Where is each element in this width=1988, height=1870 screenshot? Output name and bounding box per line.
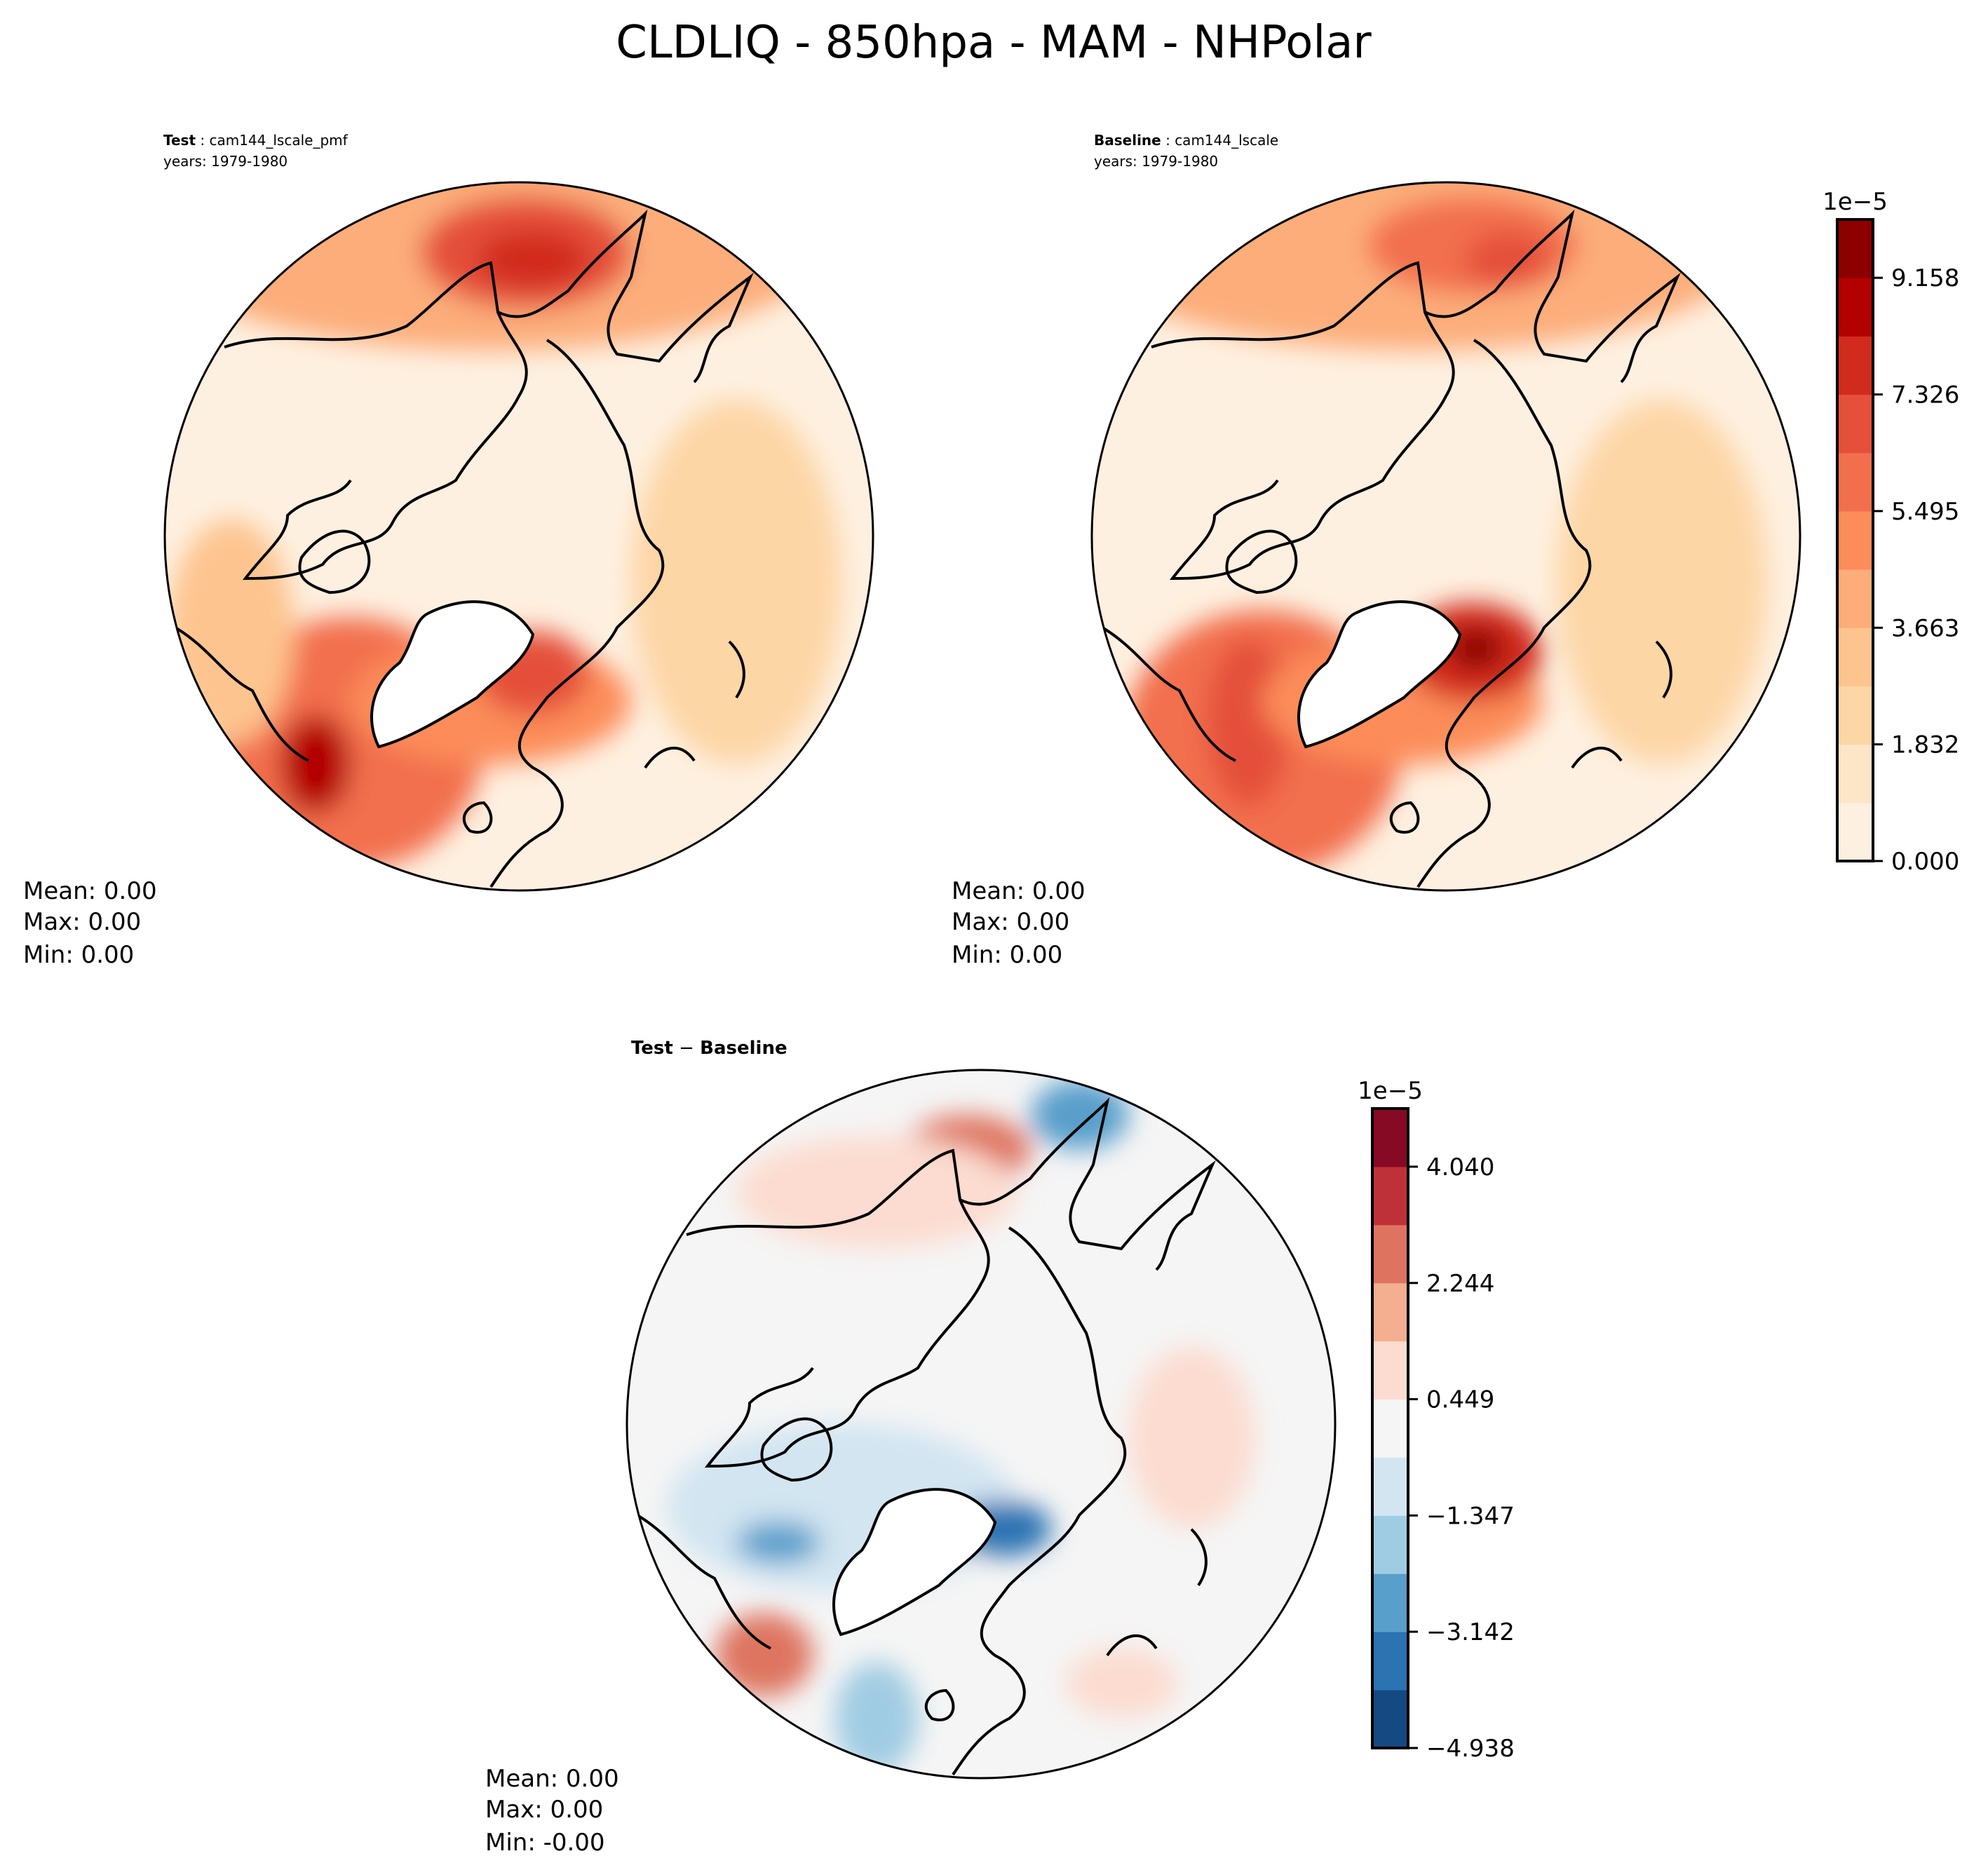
colorbar-band [1837,686,1873,745]
panel-test: Test : cam144_lscale_pmf years: 1979-198… [23,132,874,969]
colorbar-offset-label: 1e−5 [1358,1077,1423,1105]
colorbar-band [1372,1573,1408,1632]
colorbar-band [1372,1515,1408,1574]
colorbar-band [1372,1109,1408,1167]
colorbar-band [1837,394,1873,454]
stat-min: Min: -0.00 [485,1829,605,1857]
colorbar-band [1837,219,1873,278]
stat-max: Max: 0.00 [485,1796,603,1824]
panel-baseline: Baseline : cam144_lscale years: 1979-198… [952,132,1801,969]
map-field [165,182,873,890]
colorbar-band [1372,1632,1408,1691]
colorbar-tick-label: 5.495 [1891,498,1959,526]
colorbar-band [1837,628,1873,686]
colorbar-band [1837,336,1873,395]
colorbar-band [1837,510,1873,570]
colorbar-band [1837,452,1873,512]
colorbar-band [1372,1399,1408,1458]
stat-mean: Mean: 0.00 [23,877,157,905]
panel-difference: Test − Baseline Mean: 0.00 Max: 0.00 Min… [485,1038,1337,1857]
stat-max: Max: 0.00 [23,908,141,936]
stat-min: Min: 0.00 [952,941,1062,969]
stat-min: Min: 0.00 [23,941,134,969]
colorbar-tick-label: 0.000 [1891,848,1959,876]
stat-mean: Mean: 0.00 [952,877,1086,905]
colorbar-band [1837,802,1873,862]
colorbar-tick-label: −1.347 [1426,1502,1515,1530]
colorbar-band [1837,278,1873,337]
colorbar-offset-label: 1e−5 [1823,188,1888,216]
colorbar-band [1372,1457,1408,1516]
colorbar-tick-label: −4.938 [1426,1735,1515,1763]
colorbar-band [1837,569,1873,628]
colorbar-difference: −4.938 −3.142 −1.347 0.449 2.244 4.040 1e−5 [1358,1077,1515,1763]
colorbar-band [1372,1341,1408,1400]
panel-title: Test : cam144_lscale_pmf [163,132,349,149]
stat-mean: Mean: 0.00 [485,1765,619,1793]
stat-max: Max: 0.00 [952,908,1069,936]
colorbar-band [1837,744,1873,804]
colorbar-tick-label: 4.040 [1426,1153,1494,1181]
panel-subtitle: years: 1979-1980 [1094,153,1218,170]
colorbar-tick-label: 7.326 [1891,381,1959,409]
colorbar-tick-label: 1.832 [1891,731,1959,759]
colorbar-tick-label: 3.663 [1891,614,1959,642]
colorbar-band [1372,1166,1408,1226]
panel-title: Test − Baseline [631,1038,787,1059]
colorbar-band [1372,1282,1408,1342]
colorbar-frame [1836,218,1874,862]
colorbar-tick-label: 2.244 [1426,1270,1494,1298]
colorbar-frame [1371,1107,1409,1749]
figure-title: CLDLIQ - 850hpa - MAM - NHPolar [616,17,1372,69]
map-field [627,1070,1335,1778]
colorbar-absolute: 0.000 1.832 3.663 5.495 7.326 9.158 1e−5 [1823,188,1959,876]
panel-subtitle: years: 1979-1980 [163,153,288,170]
map-field [1092,182,1800,890]
colorbar-tick-label: −3.142 [1426,1618,1515,1646]
colorbar-tick-label: 9.158 [1891,264,1959,292]
panel-title: Baseline : cam144_lscale [1094,132,1278,149]
colorbar-tick-label: 0.449 [1426,1386,1494,1414]
colorbar-band [1372,1690,1408,1749]
colorbar-band [1372,1224,1408,1284]
